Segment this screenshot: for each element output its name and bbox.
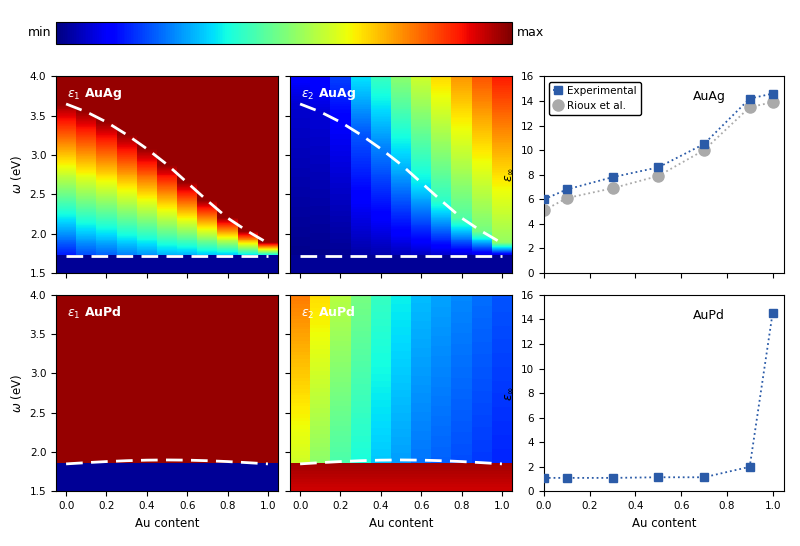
Rioux et al.	[654, 173, 663, 179]
Y-axis label: $\omega$ (eV): $\omega$ (eV)	[9, 155, 24, 194]
Text: AuAg: AuAg	[693, 90, 726, 103]
Y-axis label: $\omega$ (eV): $\omega$ (eV)	[9, 373, 24, 413]
Legend: Experimental, Rioux et al.: Experimental, Rioux et al.	[550, 82, 641, 115]
Text: max: max	[517, 26, 544, 39]
Experimental	[539, 196, 549, 203]
Line: Experimental: Experimental	[540, 90, 777, 204]
Rioux et al.	[699, 147, 709, 153]
Y-axis label: $\varepsilon_{\infty}$: $\varepsilon_{\infty}$	[502, 167, 515, 182]
Experimental	[745, 96, 754, 102]
Rioux et al.	[768, 99, 778, 105]
Line: Rioux et al.: Rioux et al.	[538, 97, 778, 216]
Experimental	[562, 186, 572, 193]
Rioux et al.	[562, 195, 572, 201]
Experimental	[608, 174, 618, 181]
Y-axis label: $\varepsilon_{\infty}$: $\varepsilon_{\infty}$	[502, 385, 515, 401]
Rioux et al.	[539, 207, 549, 213]
Text: $\mathit{\varepsilon}_{1}$ AuPd: $\mathit{\varepsilon}_{1}$ AuPd	[67, 305, 122, 321]
Experimental	[699, 141, 709, 147]
Text: min: min	[28, 26, 51, 39]
Experimental	[654, 164, 663, 171]
X-axis label: Au content: Au content	[632, 517, 696, 530]
Text: $\mathit{\varepsilon}_{2}$ AuPd: $\mathit{\varepsilon}_{2}$ AuPd	[301, 305, 356, 321]
Experimental	[768, 91, 778, 97]
X-axis label: Au content: Au content	[369, 517, 434, 530]
Rioux et al.	[745, 104, 754, 110]
Rioux et al.	[608, 185, 618, 192]
Text: $\mathit{\varepsilon}_{2}$ AuAg: $\mathit{\varepsilon}_{2}$ AuAg	[301, 86, 356, 102]
Text: $\mathit{\varepsilon}_{1}$ AuAg: $\mathit{\varepsilon}_{1}$ AuAg	[67, 86, 122, 102]
Text: AuPd: AuPd	[693, 308, 725, 322]
X-axis label: Au content: Au content	[134, 517, 199, 530]
